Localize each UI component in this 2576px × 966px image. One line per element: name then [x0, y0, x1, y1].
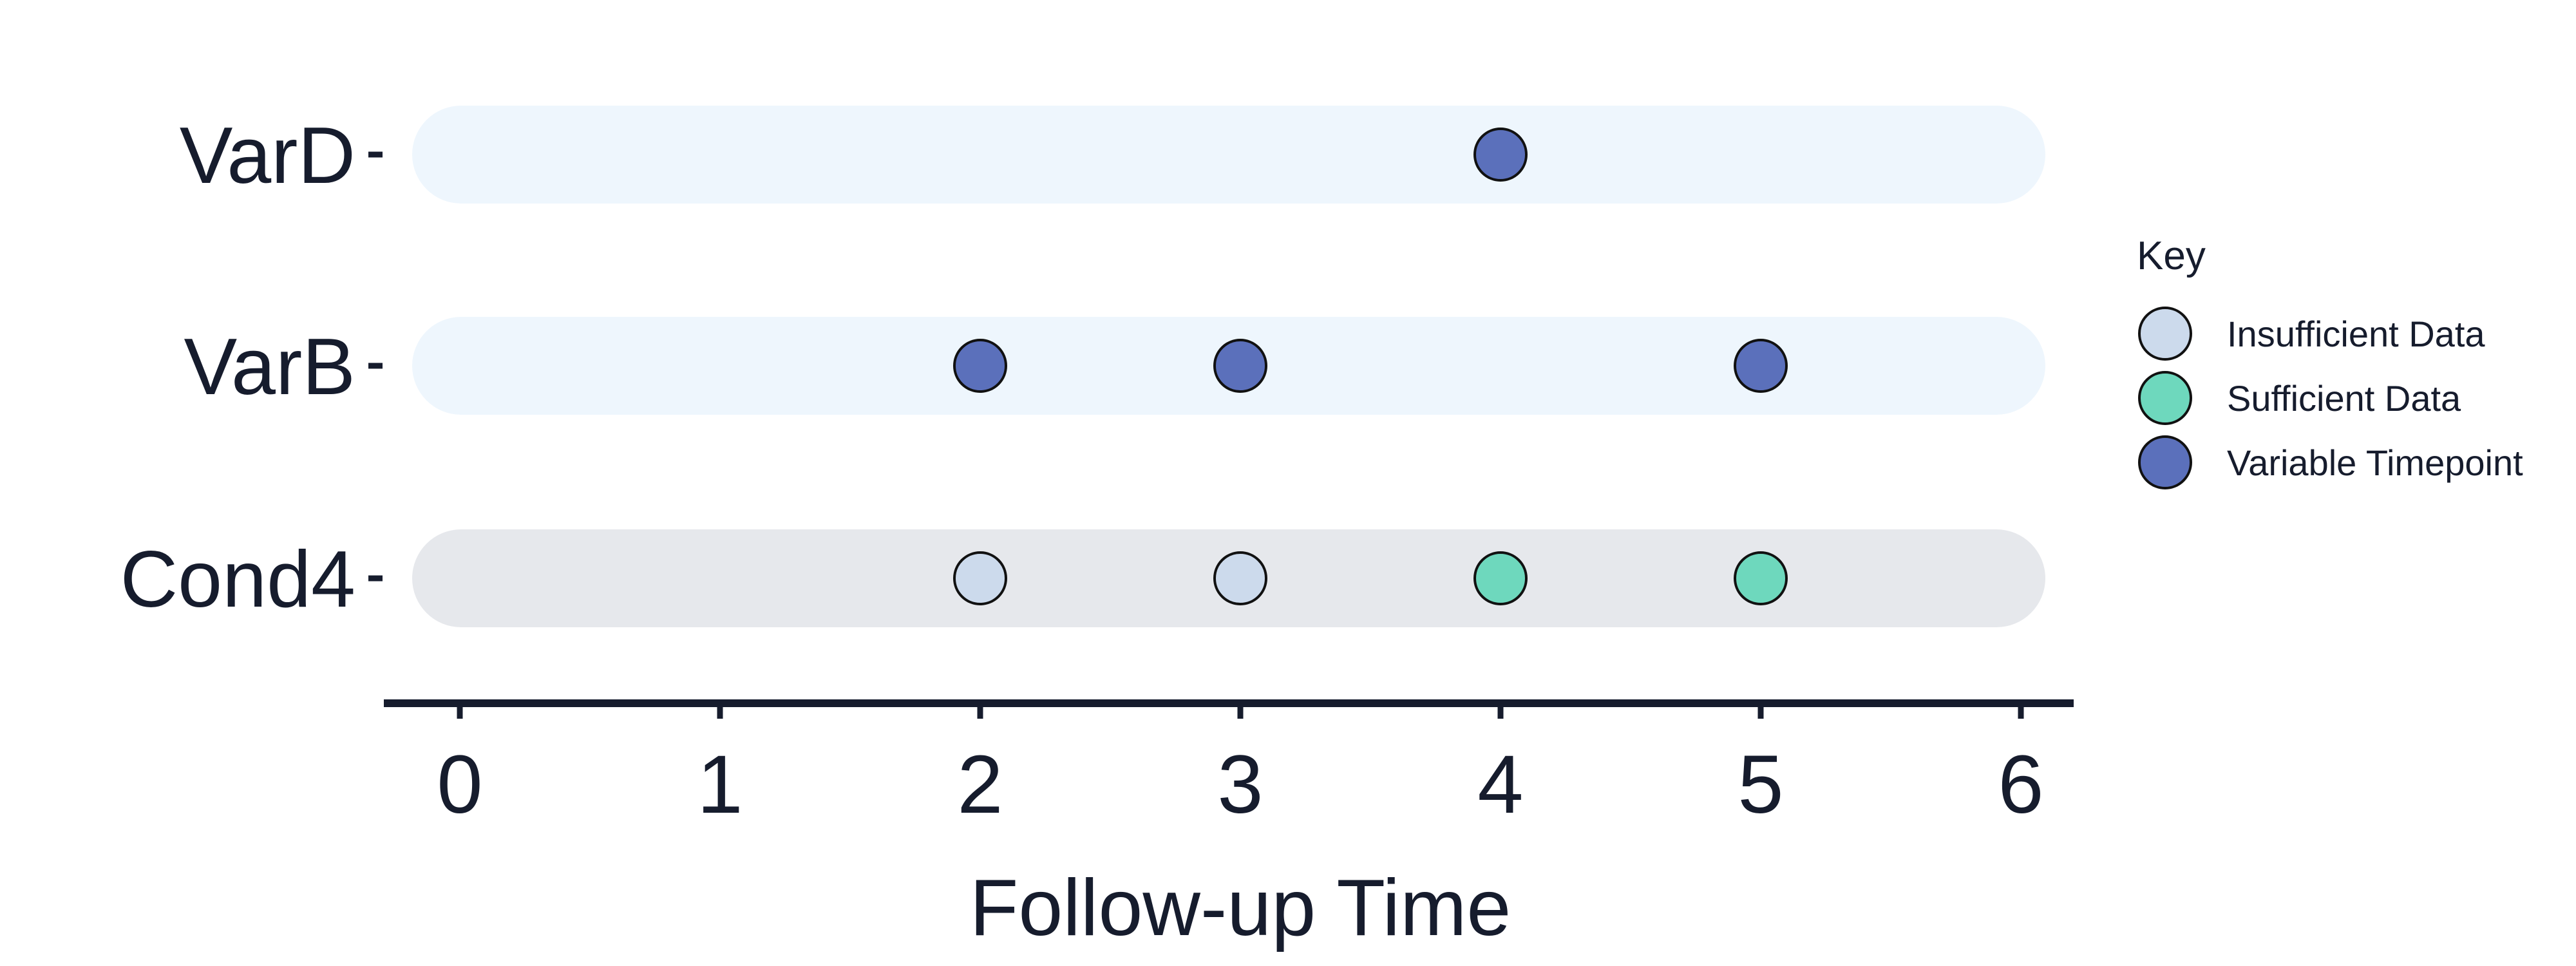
legend-marker [2138, 435, 2192, 489]
legend-label: Variable Timepoint [2227, 442, 2523, 483]
x-tick-label: 2 [957, 739, 1003, 831]
data-point [953, 339, 1007, 393]
x-tick-label: 5 [1738, 739, 1783, 831]
legend-marker [2138, 307, 2192, 361]
x-axis-title: Follow-up Time [970, 864, 1511, 952]
x-tick-label: 6 [1998, 739, 2043, 831]
y-tick-label: VarD [180, 111, 355, 200]
legend-label: Insufficient Data [2227, 314, 2485, 354]
y-tick-label: VarB [184, 323, 355, 412]
legend-title: Key [2137, 234, 2206, 278]
x-tick-label: 1 [697, 739, 743, 831]
data-point [1473, 128, 1528, 182]
y-axis: VarD VarB Cond4 [120, 111, 383, 624]
x-tick-label: 3 [1217, 739, 1263, 831]
legend-label: Sufficient Data [2227, 378, 2461, 419]
data-point [1213, 551, 1267, 605]
x-tick-label: 4 [1477, 739, 1523, 831]
x-axis: 0 1 2 3 4 5 6 [384, 699, 2074, 831]
legend-marker [2138, 371, 2192, 425]
data-point [1734, 339, 1788, 393]
data-points [953, 128, 1788, 605]
data-point [1734, 551, 1788, 605]
data-point [1473, 551, 1528, 605]
data-point [953, 551, 1007, 605]
legend: Key Insufficient Data Sufficient Data Vari… [2137, 234, 2523, 489]
data-point [1213, 339, 1267, 393]
row-band [412, 106, 2045, 204]
x-tick-label: 0 [437, 739, 482, 831]
y-tick-label: Cond4 [120, 535, 355, 624]
